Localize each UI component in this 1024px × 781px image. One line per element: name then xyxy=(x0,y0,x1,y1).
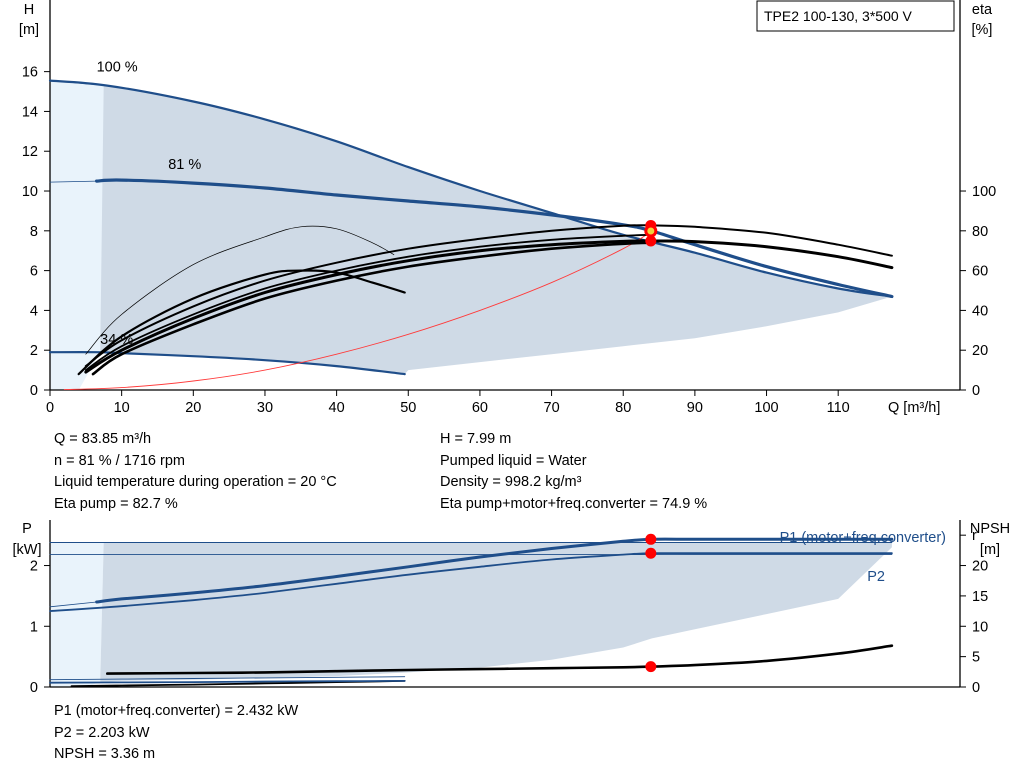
y-right-tick-label: 60 xyxy=(972,264,988,280)
x-tick-label: 90 xyxy=(687,400,703,416)
x-tick-label: 0 xyxy=(46,400,54,416)
y-right-tick-label: 5 xyxy=(972,650,980,666)
y-right-axis-label: NPSH xyxy=(970,521,1010,537)
info-p1: P1 (motor+freq.converter) = 2.432 kW xyxy=(54,703,299,719)
operating-info-left: Q = 83.85 m³/h n = 81 % / 1716 rpm Liqui… xyxy=(54,429,337,515)
light-region xyxy=(50,80,108,390)
info-eta-pump: Eta pump = 82.7 % xyxy=(54,495,178,512)
head-efficiency-chart: 0 10 20 30 40 50 60 70 80 90 100 110 0 2 4 6 8 10 12 14 16 0 2… xyxy=(19,0,996,416)
series-line xyxy=(49,180,97,183)
info-p2: P2 = 2.203 kW xyxy=(54,724,150,741)
y-tick-label: 0 xyxy=(30,383,38,399)
y-right-tick-label: 15 xyxy=(972,589,988,605)
x-tick-label: 70 xyxy=(544,400,560,416)
y-tick-label: 0 xyxy=(30,680,38,696)
y-right-axis-label: [m] xyxy=(980,542,1000,558)
x-tick-label: 80 xyxy=(615,400,631,416)
y-right-axis-label: [%] xyxy=(972,22,993,38)
series-line xyxy=(77,269,406,376)
y-right-tick-label: 40 xyxy=(972,303,988,319)
y-tick-label: 6 xyxy=(30,264,38,280)
operating-range-area xyxy=(100,542,892,683)
curve-speed-label: 81 % xyxy=(168,157,201,173)
info-flow: Q = 83.85 m³/h xyxy=(54,431,152,447)
x-tick-label: 60 xyxy=(472,400,488,416)
operating-point-eta-total xyxy=(645,235,657,247)
series-line xyxy=(49,552,893,612)
y-tick-label: 14 xyxy=(22,104,38,120)
pump-title: TPE2 100-130, 3*500 V xyxy=(764,8,913,24)
x-tick-label: 40 xyxy=(329,400,345,416)
series-line xyxy=(91,241,654,376)
y-right-tick-label: r xyxy=(972,528,977,544)
series-line xyxy=(49,680,406,684)
y-right-axis-label: eta xyxy=(972,2,993,18)
series-line xyxy=(84,239,894,374)
x-tick-label: 10 xyxy=(114,400,130,416)
y-tick-label: 8 xyxy=(30,224,38,240)
y-right-tick-label: 0 xyxy=(972,680,980,696)
y-tick-label: 2 xyxy=(30,343,38,359)
y-right-tick-label: 20 xyxy=(972,559,988,575)
y-axis-label: P xyxy=(22,521,32,537)
y-tick-label: 16 xyxy=(22,65,38,81)
x-axis-label: Q [m³/h] xyxy=(888,400,940,416)
series-line xyxy=(63,230,653,391)
x-tick-label: 100 xyxy=(754,400,778,416)
series-line xyxy=(48,79,893,298)
series-line xyxy=(48,351,406,376)
x-tick-label: 20 xyxy=(185,400,201,416)
series-line xyxy=(95,537,894,604)
operating-point-head-center xyxy=(647,227,655,235)
y-tick-label: 10 xyxy=(22,184,38,200)
y-tick-label: 4 xyxy=(30,303,38,319)
y-right-tick-label: 0 xyxy=(972,383,980,399)
info-speed: n = 81 % / 1716 rpm xyxy=(54,452,185,469)
operating-point-p1 xyxy=(645,533,657,545)
info-density: Density = 998.2 kg/m³ xyxy=(440,474,582,490)
operating-range-area xyxy=(100,85,892,375)
series-line xyxy=(49,601,97,608)
info-eta-total: Eta pump+motor+freq.converter = 74.9 % xyxy=(440,495,708,512)
x-tick-label: 30 xyxy=(257,400,273,416)
y-axis-label: [m] xyxy=(19,22,39,38)
y-right-tick-label: 20 xyxy=(972,343,988,359)
y-axis-label: H xyxy=(24,2,34,18)
y-right-tick-label: 10 xyxy=(972,619,988,635)
info-npsh: NPSH = 3.36 m xyxy=(54,746,156,762)
curve-speed-label: 34 % xyxy=(100,332,133,348)
operating-info-right: H = 7.99 m Pumped liquid = Water Density… xyxy=(440,429,707,515)
series-line xyxy=(106,644,894,675)
series-line xyxy=(49,676,406,681)
series-line xyxy=(84,233,653,371)
series-line xyxy=(95,178,894,299)
y-tick-label: 2 xyxy=(30,559,38,575)
power-info: P1 (motor+freq.converter) = 2.432 kW P2 … xyxy=(54,701,298,766)
operating-point-npsh xyxy=(645,661,657,673)
curve-speed-label: 100 % xyxy=(97,60,138,76)
y-right-tick-label: 80 xyxy=(972,224,988,240)
series-line xyxy=(84,224,893,368)
x-tick-label: 110 xyxy=(827,400,850,416)
y-tick-label: 12 xyxy=(22,144,38,160)
info-head: H = 7.99 m xyxy=(440,431,512,447)
x-tick-label: 50 xyxy=(400,400,416,416)
y-tick-label: 1 xyxy=(30,619,38,635)
light-region xyxy=(50,542,104,687)
info-liquid-temperature: Liquid temperature during operation = 20… xyxy=(54,474,337,490)
y-right-tick-label: 100 xyxy=(972,184,996,200)
series-line xyxy=(85,225,395,355)
p1-series-label: P1 (motor+freq.converter) xyxy=(780,530,946,546)
p2-series-label: P2 xyxy=(867,569,885,585)
pump-title-box: TPE2 100-130, 3*500 V xyxy=(756,0,955,32)
info-pumped-liquid: Pumped liquid = Water xyxy=(440,452,587,469)
operating-point-p2 xyxy=(645,547,657,559)
y-axis-label: [kW] xyxy=(13,542,42,558)
